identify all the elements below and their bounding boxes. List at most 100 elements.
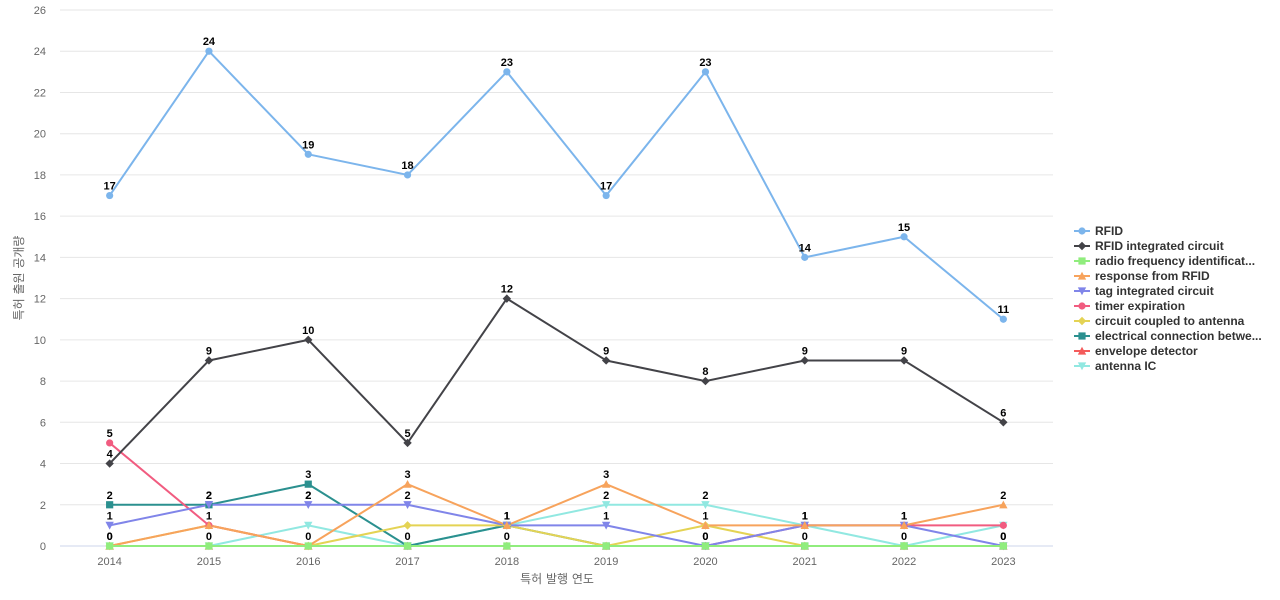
legend-label: tag integrated circuit <box>1095 284 1214 298</box>
data-point-antenna-ic <box>304 521 313 530</box>
legend-label: electrical connection betwe... <box>1095 329 1262 343</box>
data-label-rfid: 19 <box>302 139 314 151</box>
data-label-response-from-rfid: 3 <box>404 469 410 481</box>
data-point-radio-frequency-identification <box>801 542 809 550</box>
y-tick-label: 16 <box>34 211 46 223</box>
legend-marker <box>1078 227 1086 235</box>
data-label-annotation: 0 <box>1000 531 1006 543</box>
legend-item-timer-expiration[interactable]: timer expiration <box>1074 299 1185 313</box>
y-tick-label: 22 <box>34 87 46 99</box>
legend-item-envelope-detector[interactable]: envelope detector <box>1074 344 1198 358</box>
data-point-antenna-ic <box>701 501 710 509</box>
data-point-rfid <box>205 47 213 55</box>
legend-label: RFID integrated circuit <box>1095 239 1224 253</box>
data-label-response-from-rfid: 3 <box>603 469 609 481</box>
x-tick-label: 2021 <box>793 556 817 568</box>
data-label-tag-integrated-circuit: 1 <box>107 510 113 522</box>
data-label-rfid-integrated-circuit: 9 <box>901 345 907 357</box>
data-label-tag-integrated-circuit: 2 <box>305 490 311 502</box>
legend-label: RFID <box>1095 224 1123 238</box>
data-label-tag-integrated-circuit: 1 <box>603 510 609 522</box>
y-tick-label: 14 <box>34 252 46 264</box>
data-label-rfid: 17 <box>104 181 116 193</box>
legend-item-electrical-connection-between[interactable]: electrical connection betwe... <box>1074 329 1262 343</box>
data-point-rfid <box>602 191 610 200</box>
data-point-response-from-rfid <box>701 521 710 529</box>
data-label-response-from-rfid: 1 <box>802 510 808 522</box>
y-tick-label: 18 <box>34 170 46 182</box>
data-point-radio-frequency-identification <box>304 542 312 550</box>
data-label-response-from-rfid: 2 <box>1000 490 1006 502</box>
legend-item-antenna-ic[interactable]: antenna IC <box>1074 359 1157 373</box>
series-lines <box>108 50 1004 547</box>
data-point-timer-expiration <box>999 521 1007 529</box>
data-label-annotation: 0 <box>702 531 708 543</box>
data-point-rfid <box>801 253 809 261</box>
data-point-rfid <box>503 68 511 76</box>
data-label-response-from-rfid: 0 <box>107 531 113 543</box>
legend-item-rfid[interactable]: RFID <box>1074 224 1123 238</box>
x-tick-label: 2017 <box>395 556 419 568</box>
data-point-rfid-integrated-circuit <box>800 356 809 365</box>
y-tick-label: 12 <box>34 294 46 306</box>
x-tick-label: 2023 <box>991 556 1015 568</box>
data-point-rfid-integrated-circuit <box>999 418 1008 427</box>
legend-marker <box>1077 316 1087 326</box>
data-point-radio-frequency-identification <box>403 542 412 550</box>
data-label-annotation: 2 <box>206 490 212 502</box>
data-point-response-from-rfid <box>999 500 1008 509</box>
data-label-rfid: 24 <box>203 36 216 48</box>
y-tick-label: 0 <box>40 541 46 553</box>
data-label-response-from-rfid: 0 <box>305 531 311 543</box>
data-point-response-from-rfid <box>204 521 214 529</box>
data-label-rfid-integrated-circuit: 5 <box>404 428 410 440</box>
data-label-rfid-integrated-circuit: 9 <box>802 345 808 357</box>
data-label-rfid-integrated-circuit: 4 <box>107 449 114 461</box>
x-tick-label: 2022 <box>892 556 916 568</box>
legend-marker <box>1077 287 1087 296</box>
data-point-response-from-rfid <box>899 521 909 529</box>
data-label-tag-integrated-circuit: 0 <box>1000 531 1006 543</box>
legend-label: radio frequency identificat... <box>1095 254 1255 268</box>
data-label-rfid-integrated-circuit: 6 <box>1000 407 1006 419</box>
legend-item-response-from-rfid[interactable]: response from RFID <box>1074 269 1210 283</box>
data-point-radio-frequency-identification <box>205 542 213 550</box>
data-label-tag-integrated-circuit: 1 <box>504 510 510 522</box>
data-point-rfid-integrated-circuit <box>701 376 710 386</box>
legend-item-tag-integrated-circuit[interactable]: tag integrated circuit <box>1074 284 1214 298</box>
data-point-radio-frequency-identification <box>701 542 710 550</box>
data-label-annotation: 0 <box>206 531 212 543</box>
data-label-rfid: 18 <box>401 160 413 172</box>
y-axis-title: 특허 출원 공개량 <box>12 236 26 321</box>
data-point-rfid <box>900 233 908 241</box>
legend-item-circuit-coupled-to-antenna[interactable]: circuit coupled to antenna <box>1074 314 1245 328</box>
legend-marker <box>1078 302 1086 310</box>
data-label-annotation: 0 <box>107 531 113 543</box>
data-point-rfid <box>304 150 312 158</box>
series-line-rfid <box>108 50 1004 321</box>
data-point-rfid-integrated-circuit <box>204 356 214 365</box>
data-label-annotation: 2 <box>702 490 708 502</box>
x-tick-label: 2014 <box>97 556 121 568</box>
data-label-annotation: 3 <box>305 469 311 481</box>
y-tick-label: 6 <box>40 417 46 429</box>
data-label-response-from-rfid: 1 <box>504 510 510 522</box>
data-label-rfid-integrated-circuit: 8 <box>702 366 708 378</box>
legend-item-rfid-integrated-circuit[interactable]: RFID integrated circuit <box>1074 239 1224 253</box>
data-label-response-from-rfid: 1 <box>206 510 212 522</box>
x-tick-label: 2016 <box>296 556 320 568</box>
legend-item-radio-frequency-identification[interactable]: radio frequency identificat... <box>1074 254 1255 268</box>
series-line-circuit-coupled-to-antenna <box>109 524 1004 547</box>
data-point-tag-integrated-circuit <box>304 501 313 509</box>
series-line-rfid-integrated-circuit <box>108 297 1004 465</box>
y-tick-label: 24 <box>34 46 46 58</box>
data-label-tag-integrated-circuit: 1 <box>802 510 808 522</box>
data-point-radio-frequency-identification <box>602 542 610 550</box>
data-point-radio-frequency-identification <box>106 542 114 550</box>
data-point-radio-frequency-identification <box>503 542 511 550</box>
legend-marker <box>1077 241 1087 251</box>
y-tick-label: 4 <box>40 459 46 471</box>
